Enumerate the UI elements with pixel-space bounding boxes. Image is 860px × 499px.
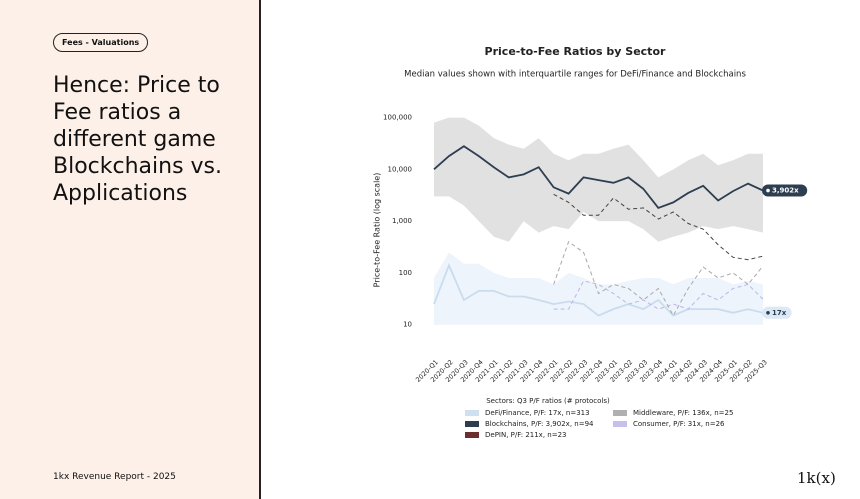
heading-line: Hence: Price to xyxy=(53,73,220,98)
y-axis-label: Price-to-Fee Ratio (log scale) xyxy=(373,173,382,288)
y-tick-label: 1,000 xyxy=(392,217,412,225)
series-line xyxy=(433,145,764,209)
legend-label: DeFi/Finance, P/F: 17x, n=313 xyxy=(485,409,590,417)
value-label: 3,902x xyxy=(772,187,799,195)
legend-label: DePIN, P/F: 211x, n=23 xyxy=(485,431,566,439)
chart-subtitle: Median values shown with interquartile r… xyxy=(404,70,746,80)
legend-label: Blockchains, P/F: 3,902x, n=94 xyxy=(485,420,594,428)
y-tick-label: 100 xyxy=(399,269,412,277)
heading-line: Blockchains vs. xyxy=(53,154,223,179)
tag: Fees - Valuations xyxy=(53,33,149,52)
value-label-dot xyxy=(766,188,770,193)
legend-swatch xyxy=(465,410,479,416)
value-label-dot xyxy=(766,310,770,315)
y-tick-label: 10,000 xyxy=(388,165,413,173)
series-line xyxy=(553,193,764,261)
footer: 1kx Revenue Report - 2025 xyxy=(53,472,176,482)
series-line xyxy=(553,240,764,317)
logo: 1k(x) xyxy=(797,469,836,487)
y-tick-label: 10 xyxy=(403,321,412,329)
legend-swatch xyxy=(613,410,627,416)
legend-swatch xyxy=(465,432,479,438)
value-label-bg xyxy=(762,306,792,319)
series-line xyxy=(553,280,764,310)
legend-label: Middleware, P/F: 136x, n=25 xyxy=(633,409,733,417)
side-panel xyxy=(0,0,261,499)
heading-line: Applications xyxy=(53,181,188,206)
value-label-bg xyxy=(762,184,808,197)
legend-swatch xyxy=(465,421,479,427)
y-tick-label: 100,000 xyxy=(383,114,412,122)
heading: Hence: Price to Fee ratios a different gam… xyxy=(53,72,222,207)
legend-swatch xyxy=(613,421,627,427)
heading-line: different game xyxy=(53,127,216,152)
iqr-band xyxy=(434,252,763,325)
series-line xyxy=(433,262,764,317)
heading-line: Fee ratios a xyxy=(53,100,182,125)
value-label: 17x xyxy=(772,309,787,317)
chart-title: Price-to-Fee Ratios by Sector xyxy=(485,45,666,58)
legend-label: Consumer, P/F: 31x, n=26 xyxy=(633,420,725,428)
legend-title: Sectors: Q3 P/F ratios (# protocols) xyxy=(486,397,610,405)
